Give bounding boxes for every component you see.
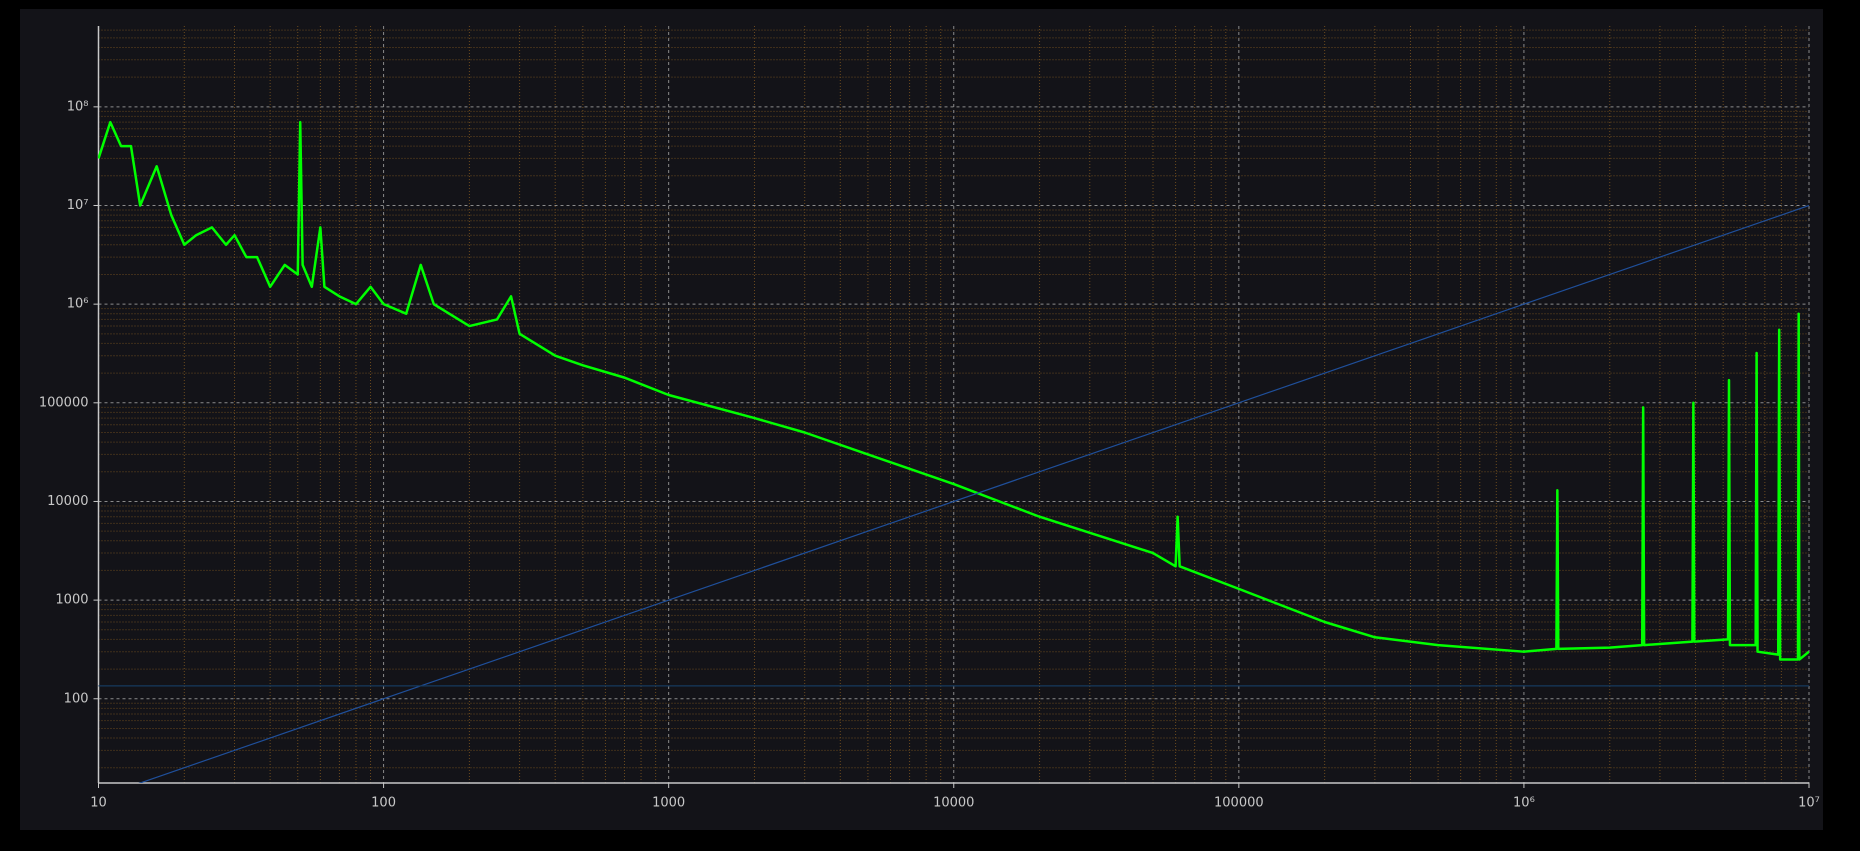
y-tick-label: 10⁸ — [67, 99, 89, 114]
x-tick-label: 100 — [371, 796, 396, 811]
plot-area — [98, 120, 1809, 783]
x-tick-label: 10⁷ — [1798, 796, 1820, 811]
y-tick-label: 100000 — [39, 395, 89, 410]
x-tick-label: 10000 — [933, 796, 974, 811]
y-tick-label: 1000 — [55, 593, 88, 608]
x-tick-label: 1000 — [652, 796, 685, 811]
y-tick-label: 10000 — [47, 494, 88, 509]
y-tick-label: 10⁶ — [67, 297, 89, 312]
x-tick-label: 10 — [90, 796, 107, 811]
series-line — [138, 204, 1809, 783]
x-tick-label: 10⁶ — [1513, 796, 1535, 811]
y-tick-label: 100 — [64, 691, 89, 706]
series-line — [98, 120, 1809, 661]
x-tick-label: 100000 — [1214, 796, 1264, 811]
panel — [20, 9, 1823, 830]
y-tick-label: 10⁷ — [67, 198, 89, 213]
